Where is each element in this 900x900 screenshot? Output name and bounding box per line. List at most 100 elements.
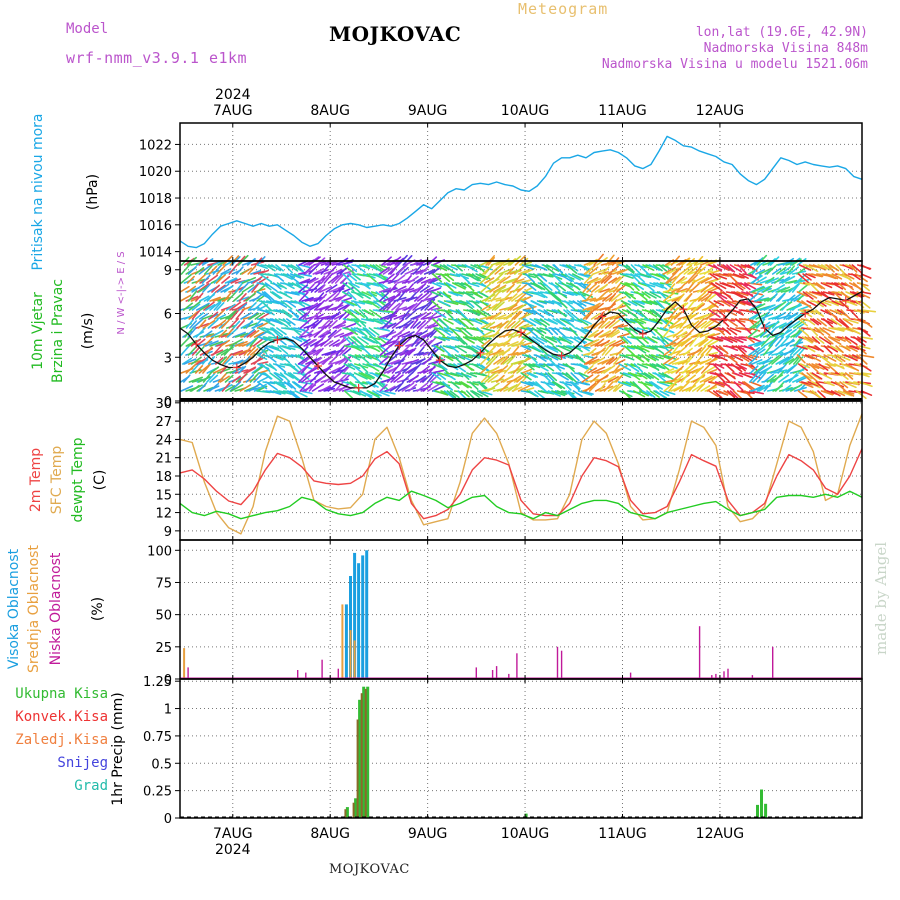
- wind-barb: [420, 300, 432, 311]
- wind-barb: [707, 332, 721, 338]
- wind-barb: [350, 345, 363, 352]
- wind-barb: [379, 336, 392, 342]
- wind-barb: [510, 366, 525, 374]
- wind-barb: [699, 332, 710, 338]
- wind-barb: [631, 282, 640, 292]
- wind-barb: [544, 354, 556, 366]
- wind-barb: [207, 318, 219, 329]
- wind-barb: [712, 390, 723, 399]
- wind-barb: [644, 336, 656, 344]
- wind-barb: [755, 364, 769, 374]
- wind-barb: [393, 328, 406, 338]
- wind-barb: [604, 319, 616, 329]
- wind-barb: [613, 354, 622, 365]
- wind-barb: [299, 264, 312, 269]
- wind-barb: [591, 366, 606, 374]
- wind-barb: [337, 336, 346, 347]
- wind-barb: [272, 282, 282, 290]
- wind-barb: [262, 381, 276, 385]
- page-title: MOJKOVAC: [329, 22, 462, 46]
- wind-barb: [498, 364, 509, 374]
- wind-barb: [234, 349, 248, 356]
- y-tick-label: 15: [155, 488, 172, 503]
- wind-barb: [341, 297, 353, 302]
- cloud-bar: [711, 675, 713, 679]
- wind-barb: [416, 282, 427, 293]
- wind-barb: [704, 303, 715, 311]
- wind-barb: [806, 327, 821, 334]
- wind-barb: [190, 356, 202, 365]
- wind-barb: [217, 371, 228, 383]
- wind-barb: [603, 364, 616, 374]
- wind-barb: [691, 347, 703, 356]
- wind-barb: [197, 319, 207, 329]
- wind-barb: [480, 322, 492, 329]
- wind-barb: [641, 390, 653, 397]
- wind-barb: [283, 264, 293, 274]
- wind-barb: [553, 363, 562, 372]
- wind-barb: [386, 322, 397, 329]
- wind-barb: [389, 273, 400, 284]
- wind-barb: [707, 339, 719, 347]
- wind-barb: [196, 357, 208, 365]
- wind-barb: [537, 273, 548, 282]
- wind-barb: [407, 291, 418, 302]
- wind-barb: [213, 301, 222, 311]
- wind-barb: [634, 336, 646, 347]
- wind-barb: [531, 345, 544, 354]
- wind-barb: [584, 382, 597, 392]
- wind-barb: [775, 266, 787, 275]
- wind-barb: [788, 282, 800, 293]
- wind-barb: [649, 363, 660, 372]
- wind-barb: [246, 346, 256, 356]
- wind-barb: [208, 382, 220, 392]
- wind-barb: [270, 327, 282, 338]
- wind-barb: [457, 327, 469, 338]
- wind-barb: [543, 381, 553, 390]
- cloud-bar: [772, 646, 774, 679]
- wind-barb: [180, 273, 192, 284]
- wind-barb: [476, 390, 489, 398]
- wind-barb: [347, 264, 358, 273]
- wind-barb: [191, 303, 201, 311]
- wind-barb: [641, 372, 652, 380]
- wind-barb: [644, 309, 658, 318]
- wind-barb: [201, 274, 211, 284]
- wind-barb: [673, 336, 686, 347]
- wind-barb: [379, 383, 388, 392]
- wind-barb: [760, 350, 774, 356]
- wind-barb: [703, 365, 717, 374]
- wind-barb: [317, 275, 326, 284]
- wind-barb: [576, 363, 588, 370]
- wind-barb: [818, 336, 832, 345]
- temp-axis-label-sfc: SFC Temp: [49, 446, 65, 515]
- wind-barb: [503, 364, 514, 374]
- wind-barb: [811, 336, 821, 345]
- wind-barb: [668, 357, 680, 365]
- wind-barb: [520, 372, 532, 381]
- wind-barb: [837, 390, 853, 397]
- wind-barb: [510, 333, 522, 338]
- wind-barb: [557, 309, 567, 318]
- dewpt-line: [179, 490, 863, 520]
- wind-barb: [179, 285, 190, 293]
- wind-barb: [338, 346, 349, 356]
- wind-barb: [670, 322, 683, 329]
- wind-barb: [666, 302, 678, 311]
- wind-barb: [722, 291, 733, 301]
- wind-barb: [638, 390, 650, 397]
- wind-barb: [342, 273, 353, 284]
- wind-barb: [471, 390, 483, 397]
- wind-barb: [748, 292, 759, 302]
- wind-barb: [354, 381, 369, 385]
- wind-barb: [555, 372, 569, 381]
- wind-barb: [198, 382, 208, 392]
- wind-barb: [185, 295, 199, 302]
- wind-axis-label-2: Brzina i Pravac: [50, 279, 66, 383]
- wind-barb: [775, 322, 787, 329]
- wind-barb: [565, 363, 575, 373]
- wind-barb: [632, 282, 645, 291]
- wind-barb: [529, 318, 542, 326]
- wind-barb: [569, 381, 580, 391]
- wind-barb: [269, 372, 283, 383]
